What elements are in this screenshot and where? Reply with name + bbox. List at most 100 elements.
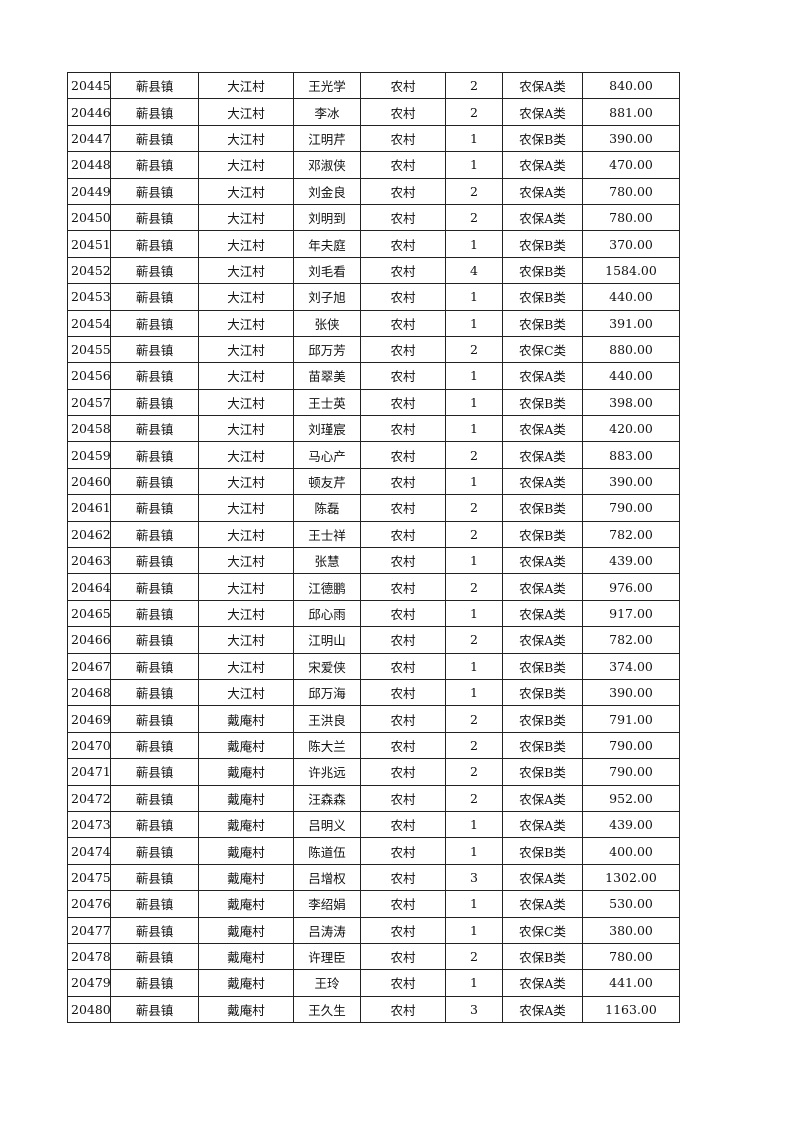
category-cell: 农村 — [360, 995, 446, 1024]
table-row: 20470 蕲县镇 戴庵村 陈大兰 农村 2 农保B类 790.00 — [67, 731, 680, 760]
amount-cell: 883.00 — [582, 441, 680, 469]
insurance-type-cell: 农保A类 — [502, 599, 583, 628]
amount-cell: 880.00 — [582, 335, 680, 364]
town-cell: 蕲县镇 — [110, 335, 199, 364]
household-count-cell: 2 — [445, 942, 503, 971]
town-cell: 蕲县镇 — [110, 758, 199, 786]
amount-cell: 391.00 — [582, 309, 680, 337]
insurance-type-cell: 农保A类 — [502, 626, 583, 654]
household-count-cell: 1 — [445, 678, 503, 707]
amount-cell: 398.00 — [582, 388, 680, 417]
amount-cell: 440.00 — [582, 362, 680, 390]
category-cell: 农村 — [360, 415, 446, 443]
amount-cell: 439.00 — [582, 810, 680, 839]
village-cell: 大江村 — [198, 520, 294, 549]
insurance-type-cell: 农保B类 — [502, 283, 583, 311]
row-id-cell: 20463 — [67, 547, 111, 575]
amount-cell: 1302.00 — [582, 863, 680, 892]
table-row: 20469 蕲县镇 戴庵村 王洪良 农村 2 农保B类 791.00 — [67, 705, 680, 733]
table-row: 20467 蕲县镇 大江村 宋爱侠 农村 1 农保B类 374.00 — [67, 652, 680, 680]
town-cell: 蕲县镇 — [110, 837, 199, 865]
table-row: 20448 蕲县镇 大江村 邓淑侠 农村 1 农保A类 470.00 — [67, 151, 680, 179]
row-id-cell: 20456 — [67, 362, 111, 390]
insurance-type-cell: 农保A类 — [502, 969, 583, 997]
row-id-cell: 20446 — [67, 98, 111, 126]
household-count-cell: 1 — [445, 890, 503, 918]
amount-cell: 370.00 — [582, 230, 680, 258]
name-cell: 年夫庭 — [293, 230, 361, 258]
row-id-cell: 20476 — [67, 890, 111, 918]
table-row: 20449 蕲县镇 大江村 刘金良 农村 2 农保A类 780.00 — [67, 177, 680, 205]
category-cell: 农村 — [360, 467, 446, 496]
village-cell: 大江村 — [198, 494, 294, 522]
town-cell: 蕲县镇 — [110, 916, 199, 944]
row-id-cell: 20453 — [67, 283, 111, 311]
town-cell: 蕲县镇 — [110, 810, 199, 839]
name-cell: 张侠 — [293, 309, 361, 337]
name-cell: 许兆远 — [293, 758, 361, 786]
insurance-type-cell: 农保B类 — [502, 758, 583, 786]
village-cell: 大江村 — [198, 678, 294, 707]
insurance-type-cell: 农保A类 — [502, 177, 583, 205]
town-cell: 蕲县镇 — [110, 230, 199, 258]
name-cell: 刘明到 — [293, 203, 361, 232]
row-id-cell: 20477 — [67, 916, 111, 944]
household-count-cell: 2 — [445, 573, 503, 601]
village-cell: 大江村 — [198, 71, 294, 100]
town-cell: 蕲县镇 — [110, 467, 199, 496]
table-body: 20445 蕲县镇 大江村 王光学 农村 2 农保A类 840.00 20446 蕲县镇 大江村 李冰… — [67, 71, 680, 1024]
insurance-type-cell: 农保A类 — [502, 151, 583, 179]
village-cell: 戴庵村 — [198, 942, 294, 971]
row-id-cell: 20465 — [67, 599, 111, 628]
village-cell: 戴庵村 — [198, 969, 294, 997]
insurance-type-cell: 农保B类 — [502, 705, 583, 733]
village-cell: 戴庵村 — [198, 810, 294, 839]
amount-cell: 782.00 — [582, 626, 680, 654]
table-row: 20468 蕲县镇 大江村 邱万海 农村 1 农保B类 390.00 — [67, 678, 680, 707]
town-cell: 蕲县镇 — [110, 705, 199, 733]
table-row: 20452 蕲县镇 大江村 刘毛看 农村 4 农保B类 1584.00 — [67, 256, 680, 285]
category-cell: 农村 — [360, 652, 446, 680]
household-count-cell: 1 — [445, 547, 503, 575]
village-cell: 大江村 — [198, 388, 294, 417]
row-id-cell: 20467 — [67, 652, 111, 680]
village-cell: 戴庵村 — [198, 758, 294, 786]
amount-cell: 952.00 — [582, 784, 680, 812]
name-cell: 王洪良 — [293, 705, 361, 733]
town-cell: 蕲县镇 — [110, 98, 199, 126]
row-id-cell: 20468 — [67, 678, 111, 707]
amount-cell: 440.00 — [582, 283, 680, 311]
name-cell: 李绍娟 — [293, 890, 361, 918]
table-row: 20458 蕲县镇 大江村 刘瑾宸 农村 1 农保A类 420.00 — [67, 415, 680, 443]
insurance-type-cell: 农保B类 — [502, 731, 583, 760]
amount-cell: 780.00 — [582, 203, 680, 232]
name-cell: 许理臣 — [293, 942, 361, 971]
table-row: 20464 蕲县镇 大江村 江德鹏 农村 2 农保A类 976.00 — [67, 573, 680, 601]
data-table: 20445 蕲县镇 大江村 王光学 农村 2 农保A类 840.00 20446 蕲县镇 大江村 李冰… — [67, 71, 680, 1024]
amount-cell: 390.00 — [582, 678, 680, 707]
amount-cell: 917.00 — [582, 599, 680, 628]
insurance-type-cell: 农保B类 — [502, 256, 583, 285]
household-count-cell: 2 — [445, 758, 503, 786]
village-cell: 大江村 — [198, 124, 294, 153]
amount-cell: 790.00 — [582, 494, 680, 522]
table-row: 20453 蕲县镇 大江村 刘子旭 农村 1 农保B类 440.00 — [67, 283, 680, 311]
table-row: 20460 蕲县镇 大江村 顿友芹 农村 1 农保A类 390.00 — [67, 467, 680, 496]
town-cell: 蕲县镇 — [110, 678, 199, 707]
town-cell: 蕲县镇 — [110, 362, 199, 390]
name-cell: 宋爱侠 — [293, 652, 361, 680]
town-cell: 蕲县镇 — [110, 415, 199, 443]
name-cell: 马心产 — [293, 441, 361, 469]
household-count-cell: 1 — [445, 362, 503, 390]
table-row: 20447 蕲县镇 大江村 江明芹 农村 1 农保B类 390.00 — [67, 124, 680, 153]
town-cell: 蕲县镇 — [110, 784, 199, 812]
table-row: 20465 蕲县镇 大江村 邱心雨 农村 1 农保A类 917.00 — [67, 599, 680, 628]
table-row: 20462 蕲县镇 大江村 王士祥 农村 2 农保B类 782.00 — [67, 520, 680, 549]
amount-cell: 441.00 — [582, 969, 680, 997]
row-id-cell: 20457 — [67, 388, 111, 417]
name-cell: 刘子旭 — [293, 283, 361, 311]
row-id-cell: 20452 — [67, 256, 111, 285]
amount-cell: 390.00 — [582, 124, 680, 153]
table-row: 20472 蕲县镇 戴庵村 汪森森 农村 2 农保A类 952.00 — [67, 784, 680, 812]
table-row: 20474 蕲县镇 戴庵村 陈道伍 农村 1 农保B类 400.00 — [67, 837, 680, 865]
